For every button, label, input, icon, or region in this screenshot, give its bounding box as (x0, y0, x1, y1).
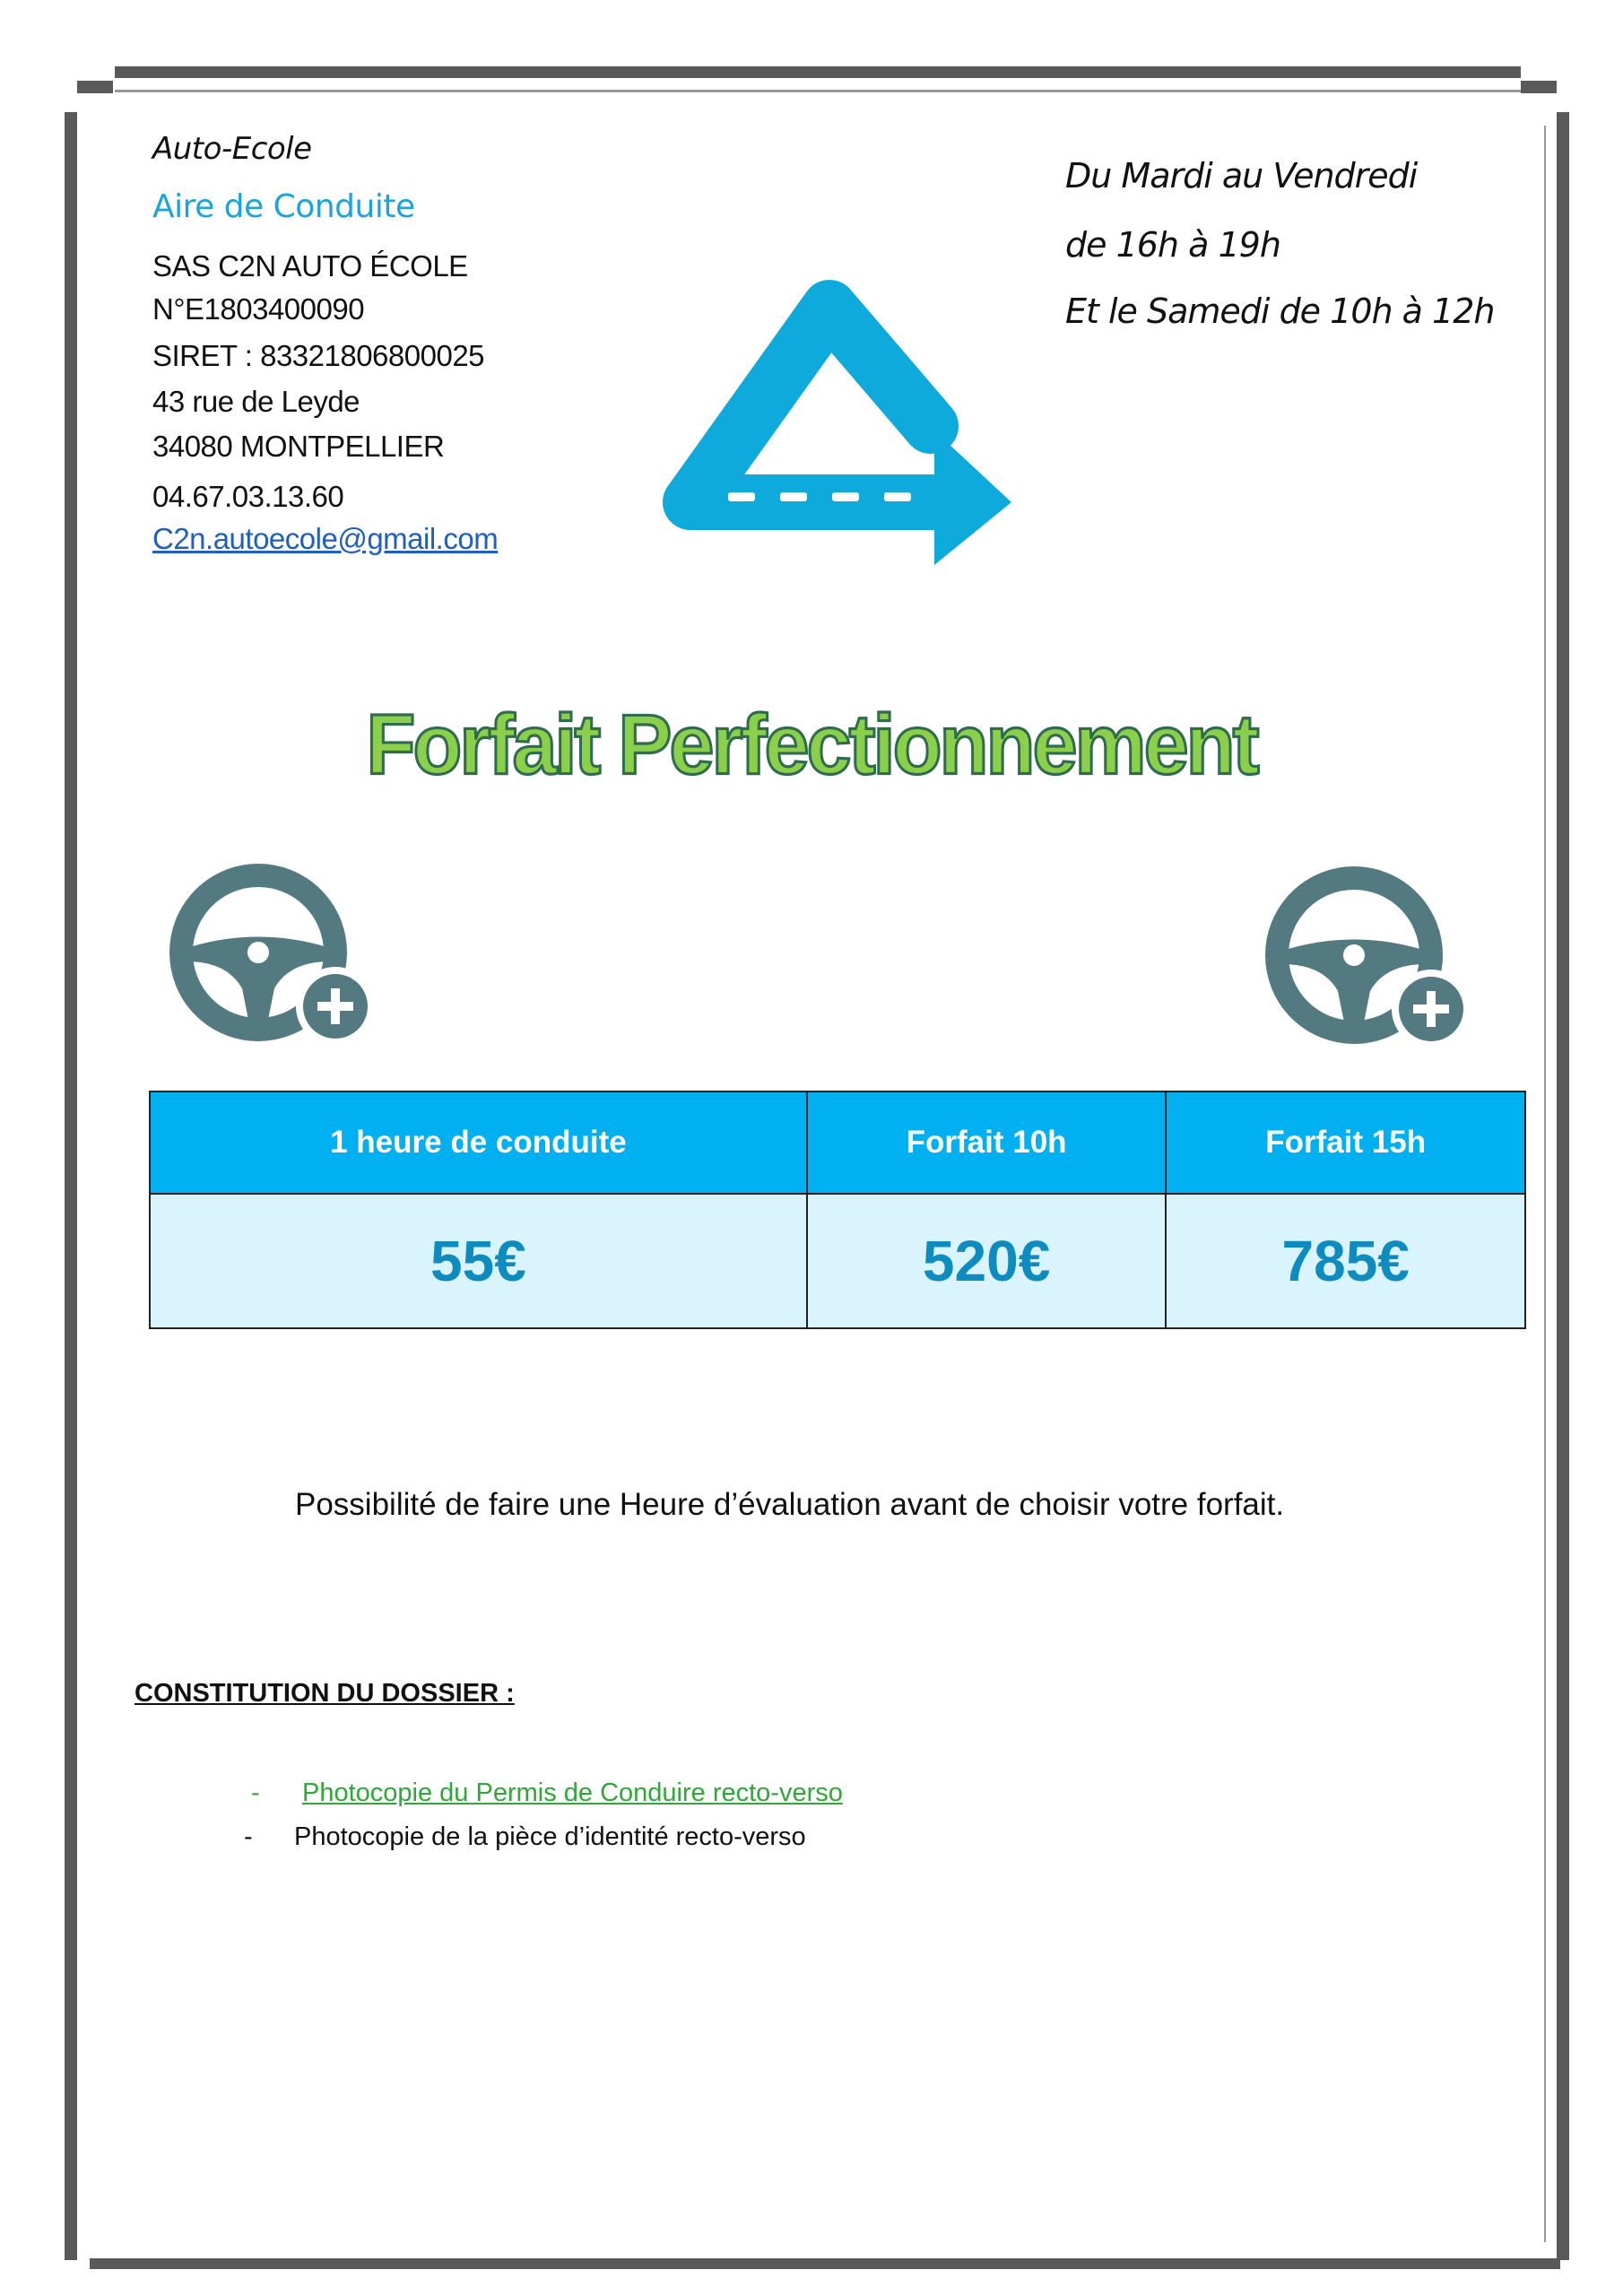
list-bullet: - (251, 1779, 260, 1807)
page-title: Forfait Perfectionnement (365, 697, 1261, 794)
list-item: Photocopie de la pièce d’identité recto-… (294, 1822, 806, 1851)
dossier-heading: CONSTITUTION DU DOSSIER : (135, 1679, 515, 1708)
price-forfait-10h: 520€ (805, 1193, 1167, 1329)
list-bullet: - (244, 1822, 253, 1851)
city-address: 34080 MONTPELLIER (152, 430, 445, 463)
steering-wheel-plus-icon (169, 864, 375, 1046)
frame-right-corner (1521, 81, 1557, 93)
hours-saturday: Et le Samedi de 10h à 12h (1065, 291, 1495, 331)
street-address: 43 rue de Leyde (152, 385, 360, 418)
table-header-row: 1 heure de conduite Forfait 10h Forfait … (149, 1091, 1526, 1195)
phone-number: 04.67.03.13.60 (152, 480, 344, 513)
company-name: SAS C2N AUTO ÉCOLE (152, 249, 468, 283)
siret-number: SIRET : 83321806800025 (152, 339, 485, 372)
frame-top (115, 66, 1521, 78)
price-forfait-15h: 785€ (1165, 1193, 1526, 1329)
brand-subtitle: Aire de Conduite (152, 188, 415, 225)
email-link[interactable]: C2n.autoecole@gmail.com (152, 522, 499, 555)
frame-top-inner (115, 90, 1521, 92)
logo-road-arrow-icon (663, 280, 1011, 565)
frame-bottom (90, 2258, 1560, 2269)
header-forfait-10h: Forfait 10h (805, 1091, 1167, 1195)
header-forfait-15h: Forfait 15h (1165, 1091, 1526, 1195)
list-item: Photocopie du Permis de Conduire recto-v… (302, 1779, 843, 1807)
frame-right-inner (1544, 126, 1546, 2242)
price-single-hour: 55€ (149, 1193, 808, 1329)
hours-weekday-time: de 16h à 19h (1065, 225, 1281, 265)
steering-wheel-plus-icon (1265, 866, 1471, 1048)
table-row: 55€ 520€ 785€ (149, 1193, 1526, 1329)
hours-weekdays: Du Mardi au Vendredi (1065, 156, 1418, 196)
frame-left-corner (77, 81, 113, 93)
evaluation-note: Possibilité de faire une Heure d’évaluat… (295, 1487, 1285, 1522)
agreement-number: N°E1803400090 (152, 292, 365, 326)
frame-right (1557, 112, 1569, 2260)
header-single-hour: 1 heure de conduite (149, 1091, 808, 1195)
pricing-table: 1 heure de conduite Forfait 10h Forfait … (149, 1091, 1526, 1329)
brand-name: Auto-Ecole (152, 131, 312, 167)
frame-left (65, 112, 77, 2260)
